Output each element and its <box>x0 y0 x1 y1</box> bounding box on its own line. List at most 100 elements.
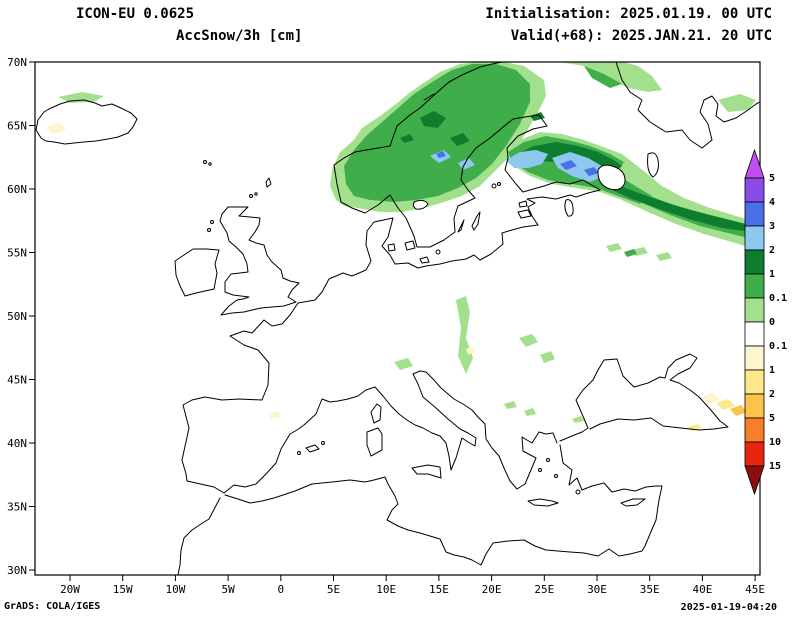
snow-patch-kola-medium <box>584 66 622 88</box>
snow-patch-balkans-2 <box>524 408 536 416</box>
snow-patch-northeast-corner <box>718 94 756 112</box>
coastline-lofoten <box>423 93 435 101</box>
lake-vanern <box>412 199 429 210</box>
island-zealand <box>404 240 416 251</box>
grads-credit: GrADS: COLA/IGES <box>4 601 101 612</box>
creation-timestamp: 2025-01-19-04:20 <box>680 602 777 613</box>
lon-tick-label: 20W <box>60 583 80 596</box>
colorbar-arrow-bottom <box>744 465 765 496</box>
coastline-atlantic-baltic-mainland <box>181 62 601 494</box>
snow-patch-carpathians-2 <box>540 351 555 363</box>
snow-patch-scand-dark-3 <box>400 134 414 143</box>
lon-tick-label: 35E <box>640 583 660 596</box>
snow-patch-nw-turkey <box>572 416 584 423</box>
island-hebrides-2 <box>207 228 211 232</box>
island-orkney-1 <box>249 194 253 198</box>
colorbar-label: 0.1 <box>769 293 787 304</box>
lat-tick-label: 65N <box>7 120 27 133</box>
island-bornholm <box>435 249 441 255</box>
coastline-morocco-atlantic <box>177 497 221 575</box>
island-cyprus <box>620 498 646 507</box>
lon-tick-label: 5W <box>221 583 235 596</box>
island-faroe-2 <box>208 162 212 166</box>
snow-patch-sweden-heavy <box>436 151 446 158</box>
island-shetland <box>265 177 272 188</box>
colorbar-label: 1 <box>769 269 775 280</box>
colorbar-segment <box>744 177 765 203</box>
snow-patch-balkans-1 <box>504 401 517 409</box>
lat-tick-label: 55N <box>7 247 27 260</box>
colorbar-segment <box>744 321 765 347</box>
snow-patch-carpathians-1 <box>519 334 538 347</box>
colorbar-label: 4 <box>769 197 775 208</box>
colorbar-label: 0.1 <box>769 341 787 352</box>
lon-tick-label: 20E <box>482 583 502 596</box>
colorbar-segment <box>744 273 765 299</box>
coastline-turkey-levant-africa <box>224 444 663 566</box>
coastline-white-sea-kola <box>615 62 760 149</box>
colorbar-label: 0 <box>769 317 775 328</box>
island-hebrides-1 <box>210 220 214 224</box>
colorbar: 5 4 3 2 1 0.1 0 0.1 1 2 5 10 15 <box>744 148 787 496</box>
island-sicily <box>411 464 442 479</box>
snow-patch-scand-dark-1 <box>420 111 446 128</box>
snow-patch-caucasus-orange <box>730 405 747 416</box>
lon-tick-label: 45E <box>745 583 765 596</box>
colorbar-label: 10 <box>769 437 781 448</box>
coastline-black-sea <box>559 353 729 442</box>
islands <box>203 160 646 507</box>
island-aegean-2 <box>546 458 550 462</box>
snow-patch-russia-dash-3 <box>656 252 672 261</box>
lon-tick-label: 10W <box>165 583 185 596</box>
model-title: ICON-EU 0.0625 <box>76 6 195 22</box>
lake-onega <box>647 152 659 178</box>
island-aegean-3 <box>554 474 558 478</box>
colorbar-segment <box>744 297 765 323</box>
island-gotland <box>471 211 481 231</box>
snow-shading <box>46 62 758 431</box>
colorbar-segment <box>744 225 765 251</box>
snow-patch-caucasus-yellow <box>716 399 735 410</box>
island-faroe-1 <box>203 160 207 164</box>
lon-tick-label: 5E <box>327 583 340 596</box>
snow-patch-caucasus-cream <box>700 393 720 404</box>
snow-patch-estonia-heavy-1 <box>560 160 577 170</box>
island-aegean-1 <box>538 468 542 472</box>
lat-tick-label: 40N <box>7 437 27 450</box>
colorbar-segment <box>744 201 765 227</box>
snow-patch-sweden-blue-2 <box>458 158 475 170</box>
island-sardinia <box>366 427 383 457</box>
initialisation-label: Initialisation: 2025.01.19. 00 UTC <box>485 6 772 22</box>
snow-patch-kola-fringe <box>560 62 662 92</box>
colorbar-arrow-top <box>744 148 765 179</box>
coastline-ireland <box>174 248 220 297</box>
island-funen <box>387 243 396 252</box>
island-hiiumaa <box>518 200 528 208</box>
colorbar-label: 3 <box>769 221 775 232</box>
snow-patch-east-band-core <box>612 186 752 232</box>
colorbar-label: 15 <box>769 461 781 472</box>
valid-time-label: Valid(+68): 2025.JAN.21. 20 UTC <box>510 28 772 44</box>
lon-tick-label: 30E <box>587 583 607 596</box>
island-crete <box>527 498 559 507</box>
colorbar-label: 5 <box>769 413 775 424</box>
colorbar-segment <box>744 345 765 371</box>
snow-patch-scandinavia-core <box>344 64 530 202</box>
snow-patch-spain-cream <box>268 411 281 419</box>
lake-peipus <box>564 199 574 217</box>
island-rhodes <box>575 489 581 495</box>
lat-tick-label: 30N <box>7 564 27 577</box>
lat-tick-label: 70N <box>7 56 27 69</box>
island-corsica <box>370 403 382 424</box>
snow-patch-russia-dash-medium <box>624 249 637 257</box>
snow-patch-alps <box>394 358 413 370</box>
lake-ladoga <box>597 164 626 191</box>
island-saaremaa <box>517 209 532 219</box>
snow-patch-iceland-south-cream <box>46 122 66 134</box>
island-mallorca <box>305 444 320 453</box>
lon-tick-label: 15E <box>429 583 449 596</box>
coastline-iceland <box>35 99 138 145</box>
island-minorca <box>321 441 325 445</box>
island-orkney-2 <box>254 192 258 196</box>
